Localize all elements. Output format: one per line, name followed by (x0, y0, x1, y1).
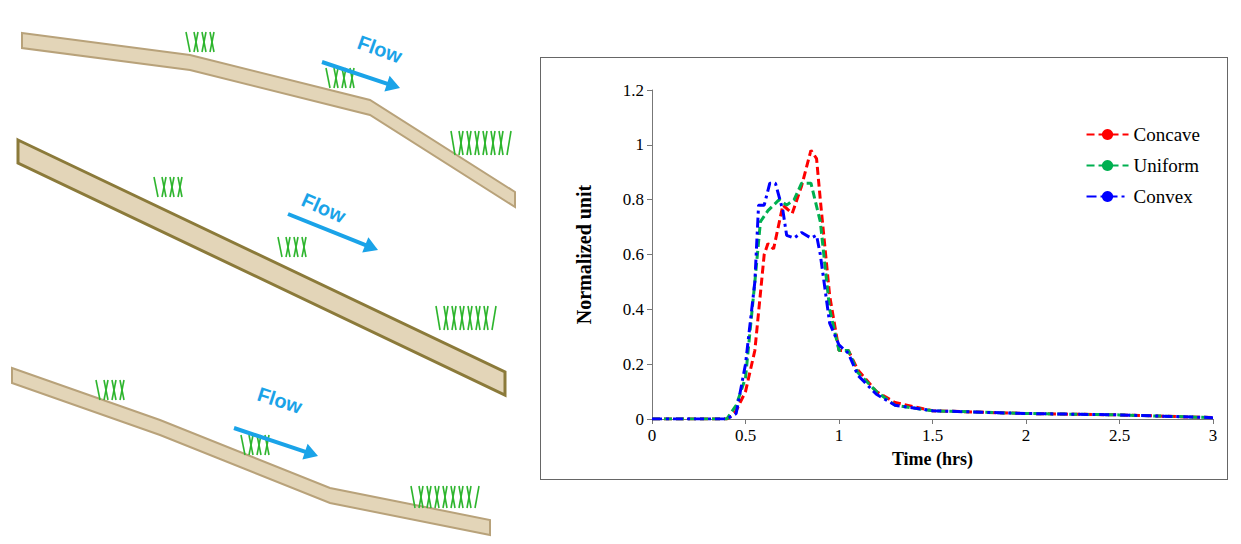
svg-text:Convex: Convex (1134, 186, 1194, 207)
svg-text:0: 0 (648, 426, 657, 445)
svg-text:1.5: 1.5 (922, 426, 943, 445)
svg-text:3: 3 (1209, 426, 1218, 445)
svg-text:0.4: 0.4 (623, 300, 645, 319)
svg-text:0.8: 0.8 (623, 190, 644, 209)
svg-text:Uniform: Uniform (1134, 155, 1200, 176)
svg-text:Concave: Concave (1134, 124, 1200, 145)
svg-text:Flow: Flow (255, 383, 306, 418)
svg-text:Flow: Flow (298, 189, 349, 228)
svg-text:1.2: 1.2 (623, 81, 644, 100)
svg-text:Time (hrs): Time (hrs) (892, 449, 973, 470)
svg-text:2.5: 2.5 (1109, 426, 1130, 445)
svg-text:1: 1 (835, 426, 844, 445)
svg-text:Normalized unit: Normalized unit (573, 184, 595, 324)
svg-text:0: 0 (636, 410, 645, 429)
svg-text:0.6: 0.6 (623, 245, 644, 264)
svg-text:Flow: Flow (355, 31, 406, 67)
svg-text:0.2: 0.2 (623, 355, 644, 374)
svg-text:1: 1 (636, 135, 645, 154)
svg-text:0.5: 0.5 (735, 426, 756, 445)
svg-text:2: 2 (1022, 426, 1031, 445)
